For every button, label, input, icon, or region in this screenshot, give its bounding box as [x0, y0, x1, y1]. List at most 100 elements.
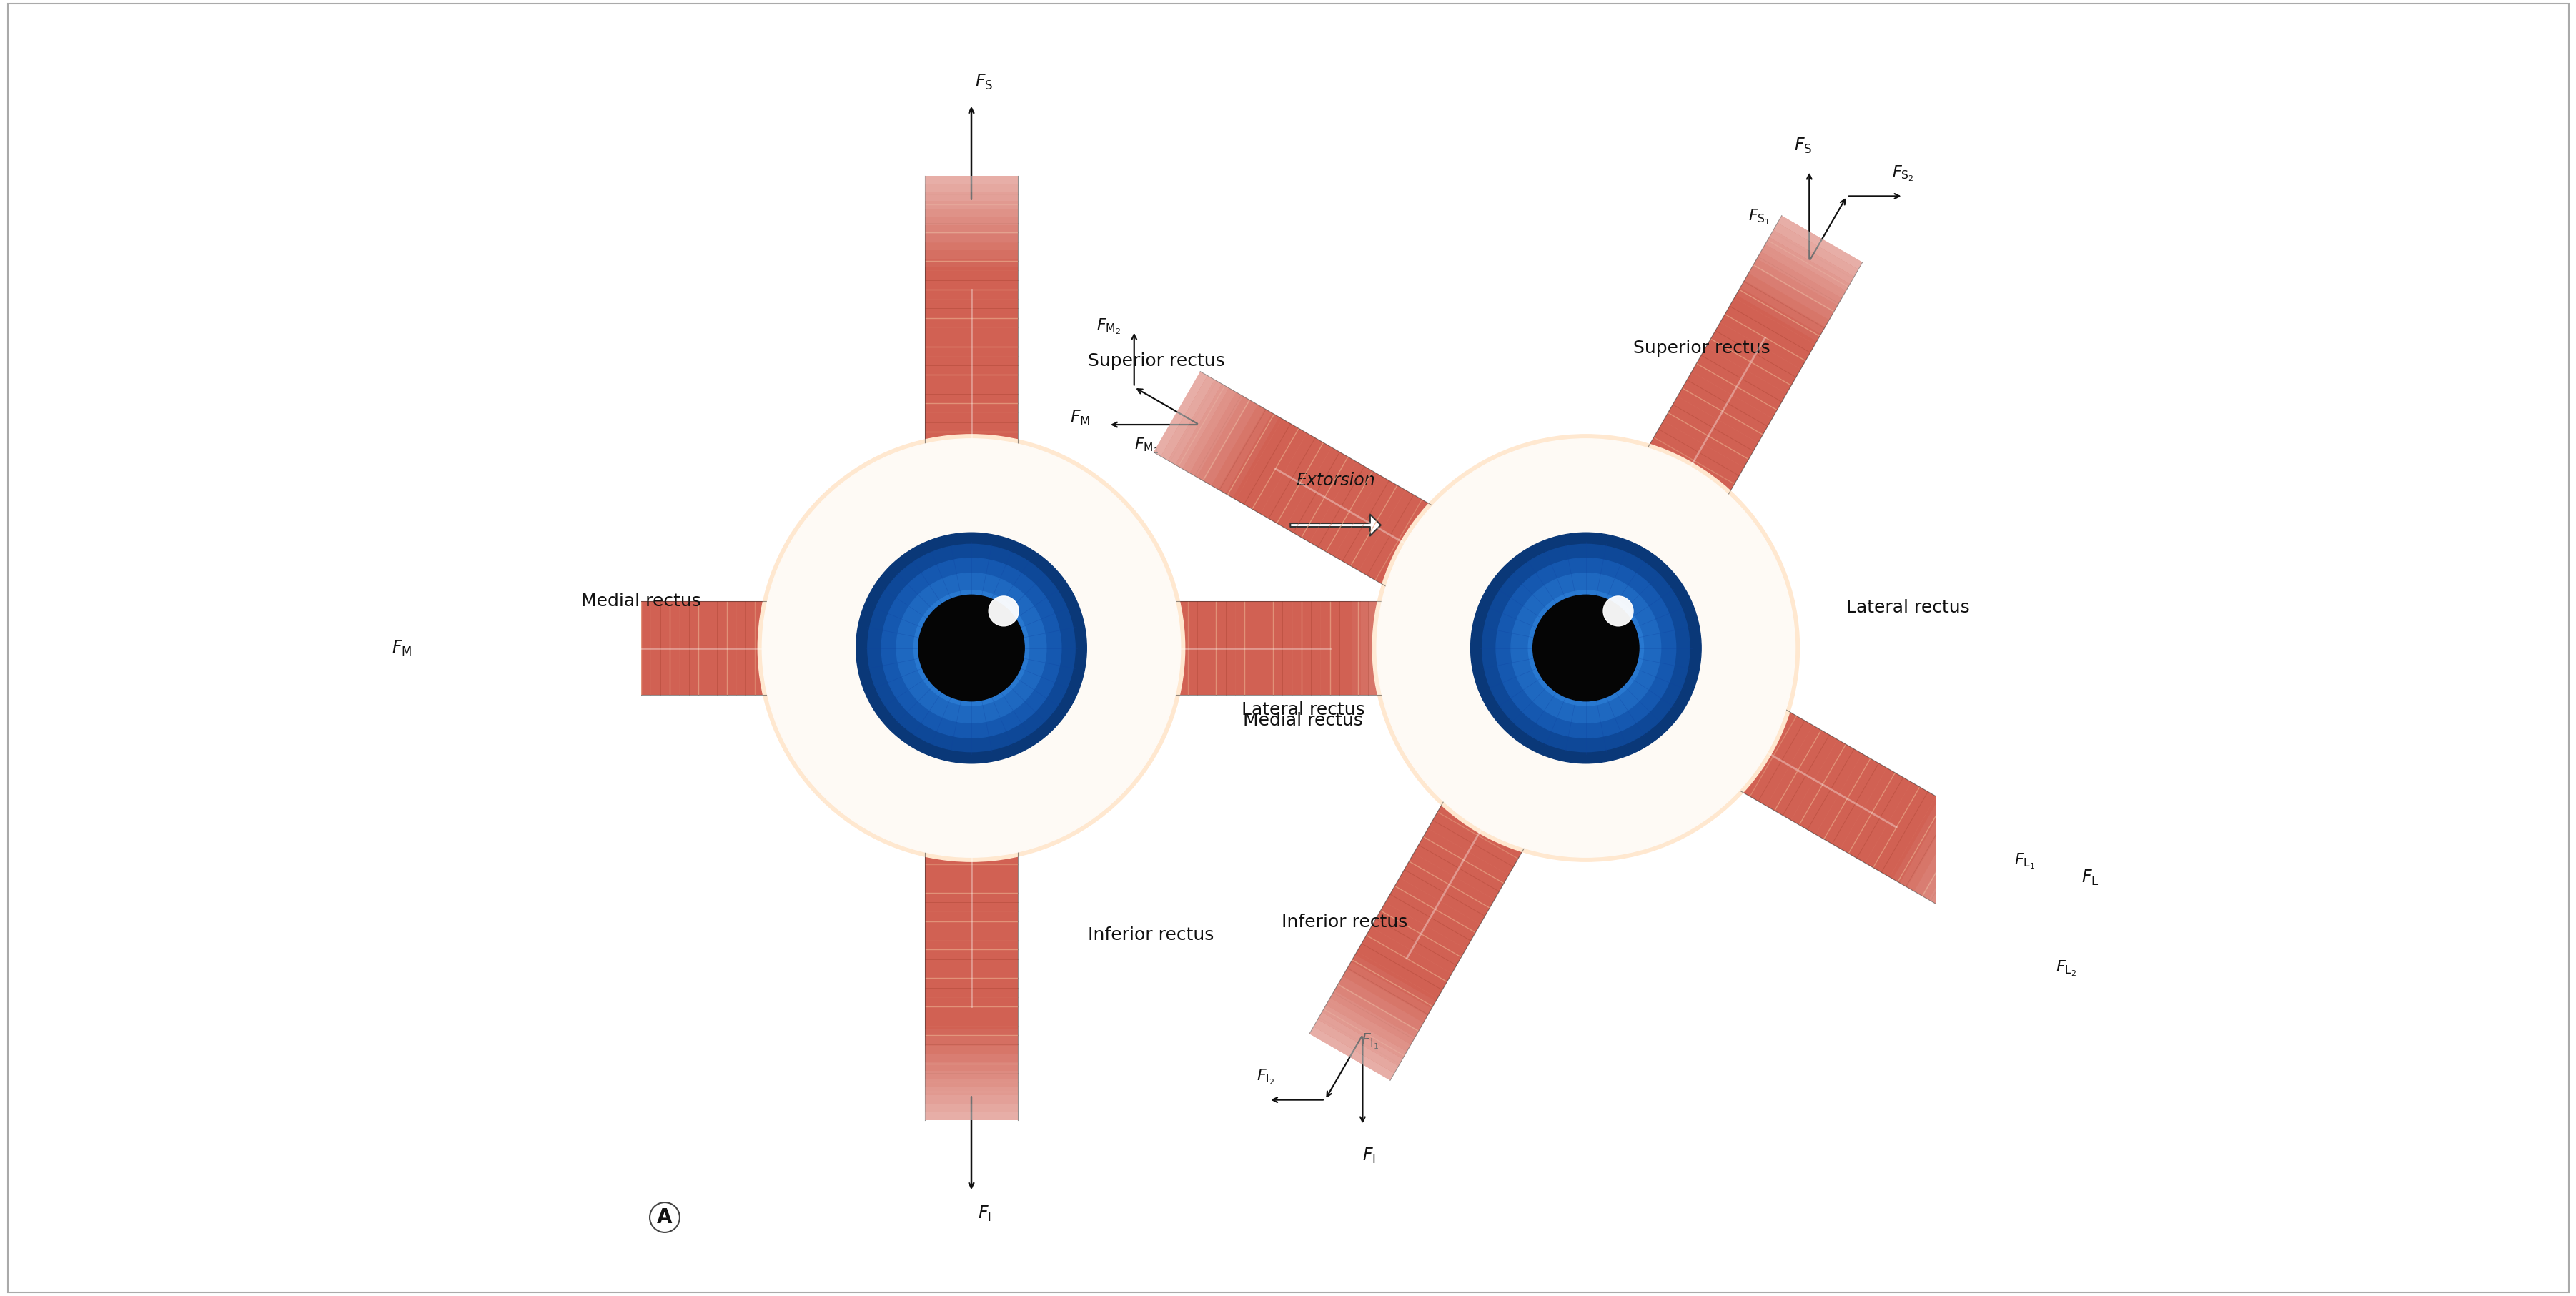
Circle shape [783, 460, 1159, 836]
Polygon shape [556, 601, 564, 695]
Polygon shape [1154, 372, 1208, 456]
Text: Inferior rectus: Inferior rectus [1087, 927, 1213, 943]
Circle shape [1510, 573, 1662, 723]
Polygon shape [541, 601, 549, 695]
Polygon shape [1739, 280, 1824, 334]
Polygon shape [1927, 819, 1981, 903]
Polygon shape [1309, 1026, 1394, 1081]
Text: $F_\mathrm{S}$: $F_\mathrm{S}$ [974, 73, 992, 91]
Polygon shape [1899, 802, 1953, 888]
Polygon shape [1963, 840, 2017, 924]
Polygon shape [1316, 1012, 1401, 1067]
Circle shape [809, 486, 1133, 810]
Polygon shape [925, 192, 1018, 201]
Polygon shape [925, 1104, 1018, 1112]
Polygon shape [1765, 237, 1850, 292]
Polygon shape [925, 226, 1018, 233]
Text: Lateral rectus: Lateral rectus [1242, 701, 1365, 718]
Circle shape [1528, 591, 1643, 705]
Polygon shape [1906, 806, 1960, 892]
Text: Medial rectus: Medial rectus [580, 592, 701, 609]
Text: $F_\mathrm{I}$: $F_\mathrm{I}$ [976, 1205, 992, 1223]
Polygon shape [564, 601, 574, 695]
Polygon shape [1409, 601, 1419, 695]
Polygon shape [1218, 408, 1273, 494]
Polygon shape [1419, 601, 1427, 695]
Polygon shape [925, 1046, 1018, 1054]
Polygon shape [1368, 601, 1378, 695]
Polygon shape [1378, 601, 1386, 695]
Circle shape [868, 544, 1074, 752]
Circle shape [1425, 486, 1747, 810]
Polygon shape [1772, 223, 1857, 276]
Polygon shape [925, 1112, 1018, 1120]
Circle shape [1399, 460, 1772, 836]
Text: $F_{\mathrm{S}_2}$: $F_{\mathrm{S}_2}$ [1891, 165, 1914, 183]
Polygon shape [925, 201, 1018, 209]
Polygon shape [549, 601, 556, 695]
Polygon shape [1942, 827, 1996, 912]
Polygon shape [925, 836, 1018, 1120]
Text: Inferior rectus: Inferior rectus [1280, 914, 1406, 931]
Circle shape [1373, 434, 1798, 862]
Circle shape [796, 473, 1146, 823]
Polygon shape [574, 601, 582, 695]
Text: $F_\mathrm{M}$: $F_\mathrm{M}$ [1069, 408, 1090, 428]
Circle shape [762, 439, 1180, 857]
Polygon shape [533, 601, 541, 695]
Polygon shape [925, 184, 1018, 192]
Polygon shape [1167, 380, 1221, 465]
Text: Superior rectus: Superior rectus [1633, 340, 1770, 356]
Polygon shape [1914, 810, 1968, 896]
Text: $F_{\mathrm{M}_2}$: $F_{\mathrm{M}_2}$ [1097, 318, 1121, 336]
Circle shape [1481, 544, 1690, 752]
Polygon shape [1159, 601, 1443, 695]
Circle shape [1497, 559, 1674, 737]
Polygon shape [1759, 245, 1844, 298]
Circle shape [1412, 473, 1759, 823]
Polygon shape [1777, 215, 1862, 270]
Circle shape [914, 591, 1028, 705]
Polygon shape [1334, 984, 1419, 1037]
Polygon shape [1726, 701, 2017, 924]
Polygon shape [1195, 397, 1249, 481]
Polygon shape [925, 209, 1018, 218]
Polygon shape [500, 601, 507, 695]
Circle shape [1533, 595, 1638, 701]
Polygon shape [925, 1095, 1018, 1104]
Circle shape [1471, 533, 1700, 763]
Polygon shape [1329, 990, 1414, 1045]
Circle shape [1376, 439, 1795, 857]
Polygon shape [1950, 831, 2004, 916]
Text: $F_{\mathrm{L}_1}$: $F_{\mathrm{L}_1}$ [2014, 853, 2035, 871]
Polygon shape [1757, 251, 1842, 306]
Polygon shape [1744, 273, 1829, 327]
Polygon shape [515, 601, 523, 695]
Polygon shape [1309, 788, 1533, 1081]
Text: Superior rectus: Superior rectus [1087, 353, 1224, 369]
Text: $F_{\mathrm{L}_2}$: $F_{\mathrm{L}_2}$ [2056, 959, 2076, 978]
Polygon shape [1342, 969, 1427, 1023]
Polygon shape [925, 242, 1018, 250]
Polygon shape [1337, 976, 1422, 1030]
Text: Lateral rectus: Lateral rectus [1844, 599, 1968, 616]
Polygon shape [925, 218, 1018, 226]
Circle shape [1602, 596, 1633, 626]
Polygon shape [925, 176, 1018, 184]
Polygon shape [1749, 266, 1834, 320]
Circle shape [917, 595, 1025, 701]
Circle shape [1564, 627, 1607, 669]
Text: $F_\mathrm{I}$: $F_\mathrm{I}$ [1363, 1146, 1376, 1165]
Circle shape [770, 447, 1172, 849]
Polygon shape [1327, 998, 1412, 1051]
Text: Medial rectus: Medial rectus [1242, 712, 1363, 730]
Polygon shape [1401, 601, 1409, 695]
Text: $\mathbf{A}$: $\mathbf{A}$ [657, 1208, 672, 1227]
Text: $F_\mathrm{L}$: $F_\mathrm{L}$ [2081, 868, 2099, 888]
Polygon shape [1175, 384, 1229, 469]
Polygon shape [925, 1054, 1018, 1063]
Text: $F_{\mathrm{M}_1}$: $F_{\mathrm{M}_1}$ [1133, 437, 1159, 455]
Circle shape [1546, 608, 1625, 688]
Polygon shape [1386, 601, 1394, 695]
Circle shape [855, 533, 1087, 763]
